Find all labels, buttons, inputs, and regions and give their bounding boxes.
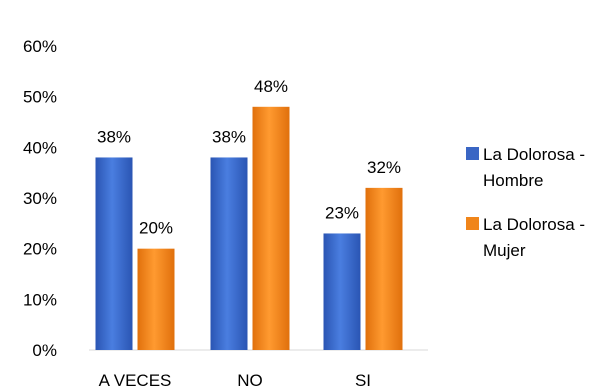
y-tick-label: 50% — [23, 88, 57, 107]
bar-mujer-a-veces — [137, 248, 175, 350]
y-tick-label: 30% — [23, 189, 57, 208]
bar-hombre-a-veces — [95, 157, 133, 350]
data-label: 48% — [254, 77, 288, 96]
bar-hombre-si — [323, 233, 361, 350]
data-label: 38% — [212, 127, 246, 146]
y-tick-label: 60% — [23, 37, 57, 56]
data-label: 23% — [325, 203, 359, 222]
x-category-label: NO — [237, 371, 263, 390]
legend-swatch-mujer — [466, 217, 479, 230]
data-label: 38% — [97, 127, 131, 146]
bar-mujer-no — [252, 106, 290, 350]
y-tick-label: 40% — [23, 138, 57, 157]
legend-item-hombre: La Dolorosa - Hombre — [466, 142, 614, 194]
legend-label-hombre: La Dolorosa - Hombre — [483, 145, 586, 190]
data-label: 20% — [139, 219, 173, 238]
y-tick-label: 0% — [32, 341, 57, 360]
legend-label-mujer: La Dolorosa - Mujer — [483, 215, 586, 260]
bar-hombre-no — [210, 157, 248, 350]
bars — [95, 106, 403, 350]
bar-mujer-si — [365, 187, 403, 350]
y-axis-labels: 0% 10% 20% 30% 40% 50% 60% — [23, 37, 57, 360]
data-label: 32% — [367, 158, 401, 177]
legend-swatch-hombre — [466, 147, 479, 160]
legend: La Dolorosa - Hombre La Dolorosa - Mujer — [466, 142, 614, 282]
x-axis-labels: A VECES NO SI — [99, 371, 371, 390]
legend-item-mujer: La Dolorosa - Mujer — [466, 212, 614, 264]
x-category-label: A VECES — [99, 371, 172, 390]
data-labels: 38% 20% 38% 48% 23% 32% — [97, 77, 401, 238]
y-tick-label: 20% — [23, 240, 57, 259]
x-category-label: SI — [355, 371, 371, 390]
y-tick-label: 10% — [23, 290, 57, 309]
